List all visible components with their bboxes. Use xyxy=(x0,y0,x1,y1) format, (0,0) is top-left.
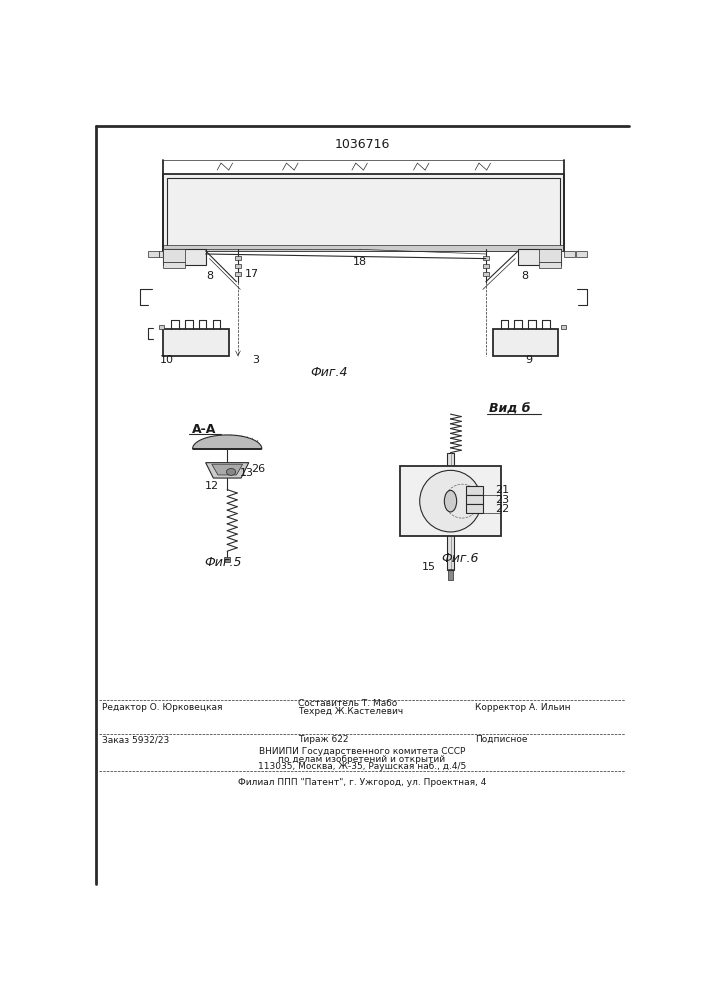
Text: 12: 12 xyxy=(205,481,219,491)
Text: 1036716: 1036716 xyxy=(334,138,390,151)
Text: Составитель Т. Мабо: Составитель Т. Мабо xyxy=(298,699,397,708)
Text: 21: 21 xyxy=(495,485,509,495)
Ellipse shape xyxy=(226,468,235,475)
Text: по делам изобретений и открытий: по делам изобретений и открытий xyxy=(279,755,445,764)
Bar xyxy=(466,486,483,495)
Text: Тираж 622: Тираж 622 xyxy=(298,735,349,744)
Text: Фиг.6: Фиг.6 xyxy=(441,552,479,565)
Bar xyxy=(483,256,489,260)
Bar xyxy=(163,262,185,268)
Text: 8: 8 xyxy=(206,271,213,281)
Bar xyxy=(400,466,501,536)
Bar xyxy=(163,329,229,356)
Bar xyxy=(163,249,185,262)
Text: Корректор А. Ильин: Корректор А. Ильин xyxy=(475,703,571,712)
Bar xyxy=(224,557,230,562)
Bar xyxy=(163,245,563,251)
Text: 18: 18 xyxy=(353,257,367,267)
Bar xyxy=(235,264,241,268)
Text: 15: 15 xyxy=(422,562,436,572)
Bar xyxy=(539,262,561,268)
Text: Техред Ж.Кастелевич: Техред Ж.Кастелевич xyxy=(298,707,403,716)
Text: 10: 10 xyxy=(160,355,174,365)
Text: 3: 3 xyxy=(252,355,259,365)
Text: ВНИИПИ Государственного комитета СССР: ВНИИПИ Государственного комитета СССР xyxy=(259,747,465,756)
Bar xyxy=(448,569,452,580)
Text: 8: 8 xyxy=(522,271,529,281)
Bar xyxy=(466,495,483,504)
Polygon shape xyxy=(212,464,243,475)
Text: 23: 23 xyxy=(495,495,509,505)
Text: Вид б: Вид б xyxy=(489,402,530,415)
Bar xyxy=(235,256,241,260)
Bar xyxy=(539,249,561,262)
Text: Филиал ППП "Патент", г. Ужгород, ул. Проектная, 4: Филиал ППП "Патент", г. Ужгород, ул. Про… xyxy=(238,778,486,787)
Text: А-А: А-А xyxy=(192,423,216,436)
Bar xyxy=(518,249,561,265)
Text: 22: 22 xyxy=(495,504,510,514)
Bar xyxy=(160,251,170,257)
Bar xyxy=(564,251,575,257)
Bar xyxy=(163,249,206,265)
Bar xyxy=(561,325,566,329)
Text: Подписное: Подписное xyxy=(475,735,527,744)
Text: Фиг.4: Фиг.4 xyxy=(310,366,348,379)
Bar xyxy=(493,329,559,356)
Bar xyxy=(466,504,483,513)
Text: Фиг.5: Фиг.5 xyxy=(204,556,242,569)
Polygon shape xyxy=(192,435,262,449)
Text: Заказ 5932/23: Заказ 5932/23 xyxy=(102,735,169,744)
Text: Редактор О. Юрковецкая: Редактор О. Юрковецкая xyxy=(102,703,222,712)
Polygon shape xyxy=(206,463,249,478)
Text: 113035, Москва, Ж-35, Раушская наб., д.4/5: 113035, Москва, Ж-35, Раушская наб., д.4… xyxy=(258,762,466,771)
Bar xyxy=(235,272,241,276)
Ellipse shape xyxy=(444,490,457,512)
Bar xyxy=(483,272,489,276)
Bar xyxy=(483,264,489,268)
Bar xyxy=(576,251,587,257)
Bar xyxy=(448,453,454,570)
Text: 26: 26 xyxy=(251,464,265,474)
Bar xyxy=(167,178,560,247)
Bar xyxy=(160,325,164,329)
Bar xyxy=(148,251,158,257)
Text: 17: 17 xyxy=(245,269,259,279)
Circle shape xyxy=(420,470,481,532)
Text: 13: 13 xyxy=(240,468,253,478)
Bar xyxy=(163,174,563,251)
Text: 9: 9 xyxy=(525,355,532,365)
